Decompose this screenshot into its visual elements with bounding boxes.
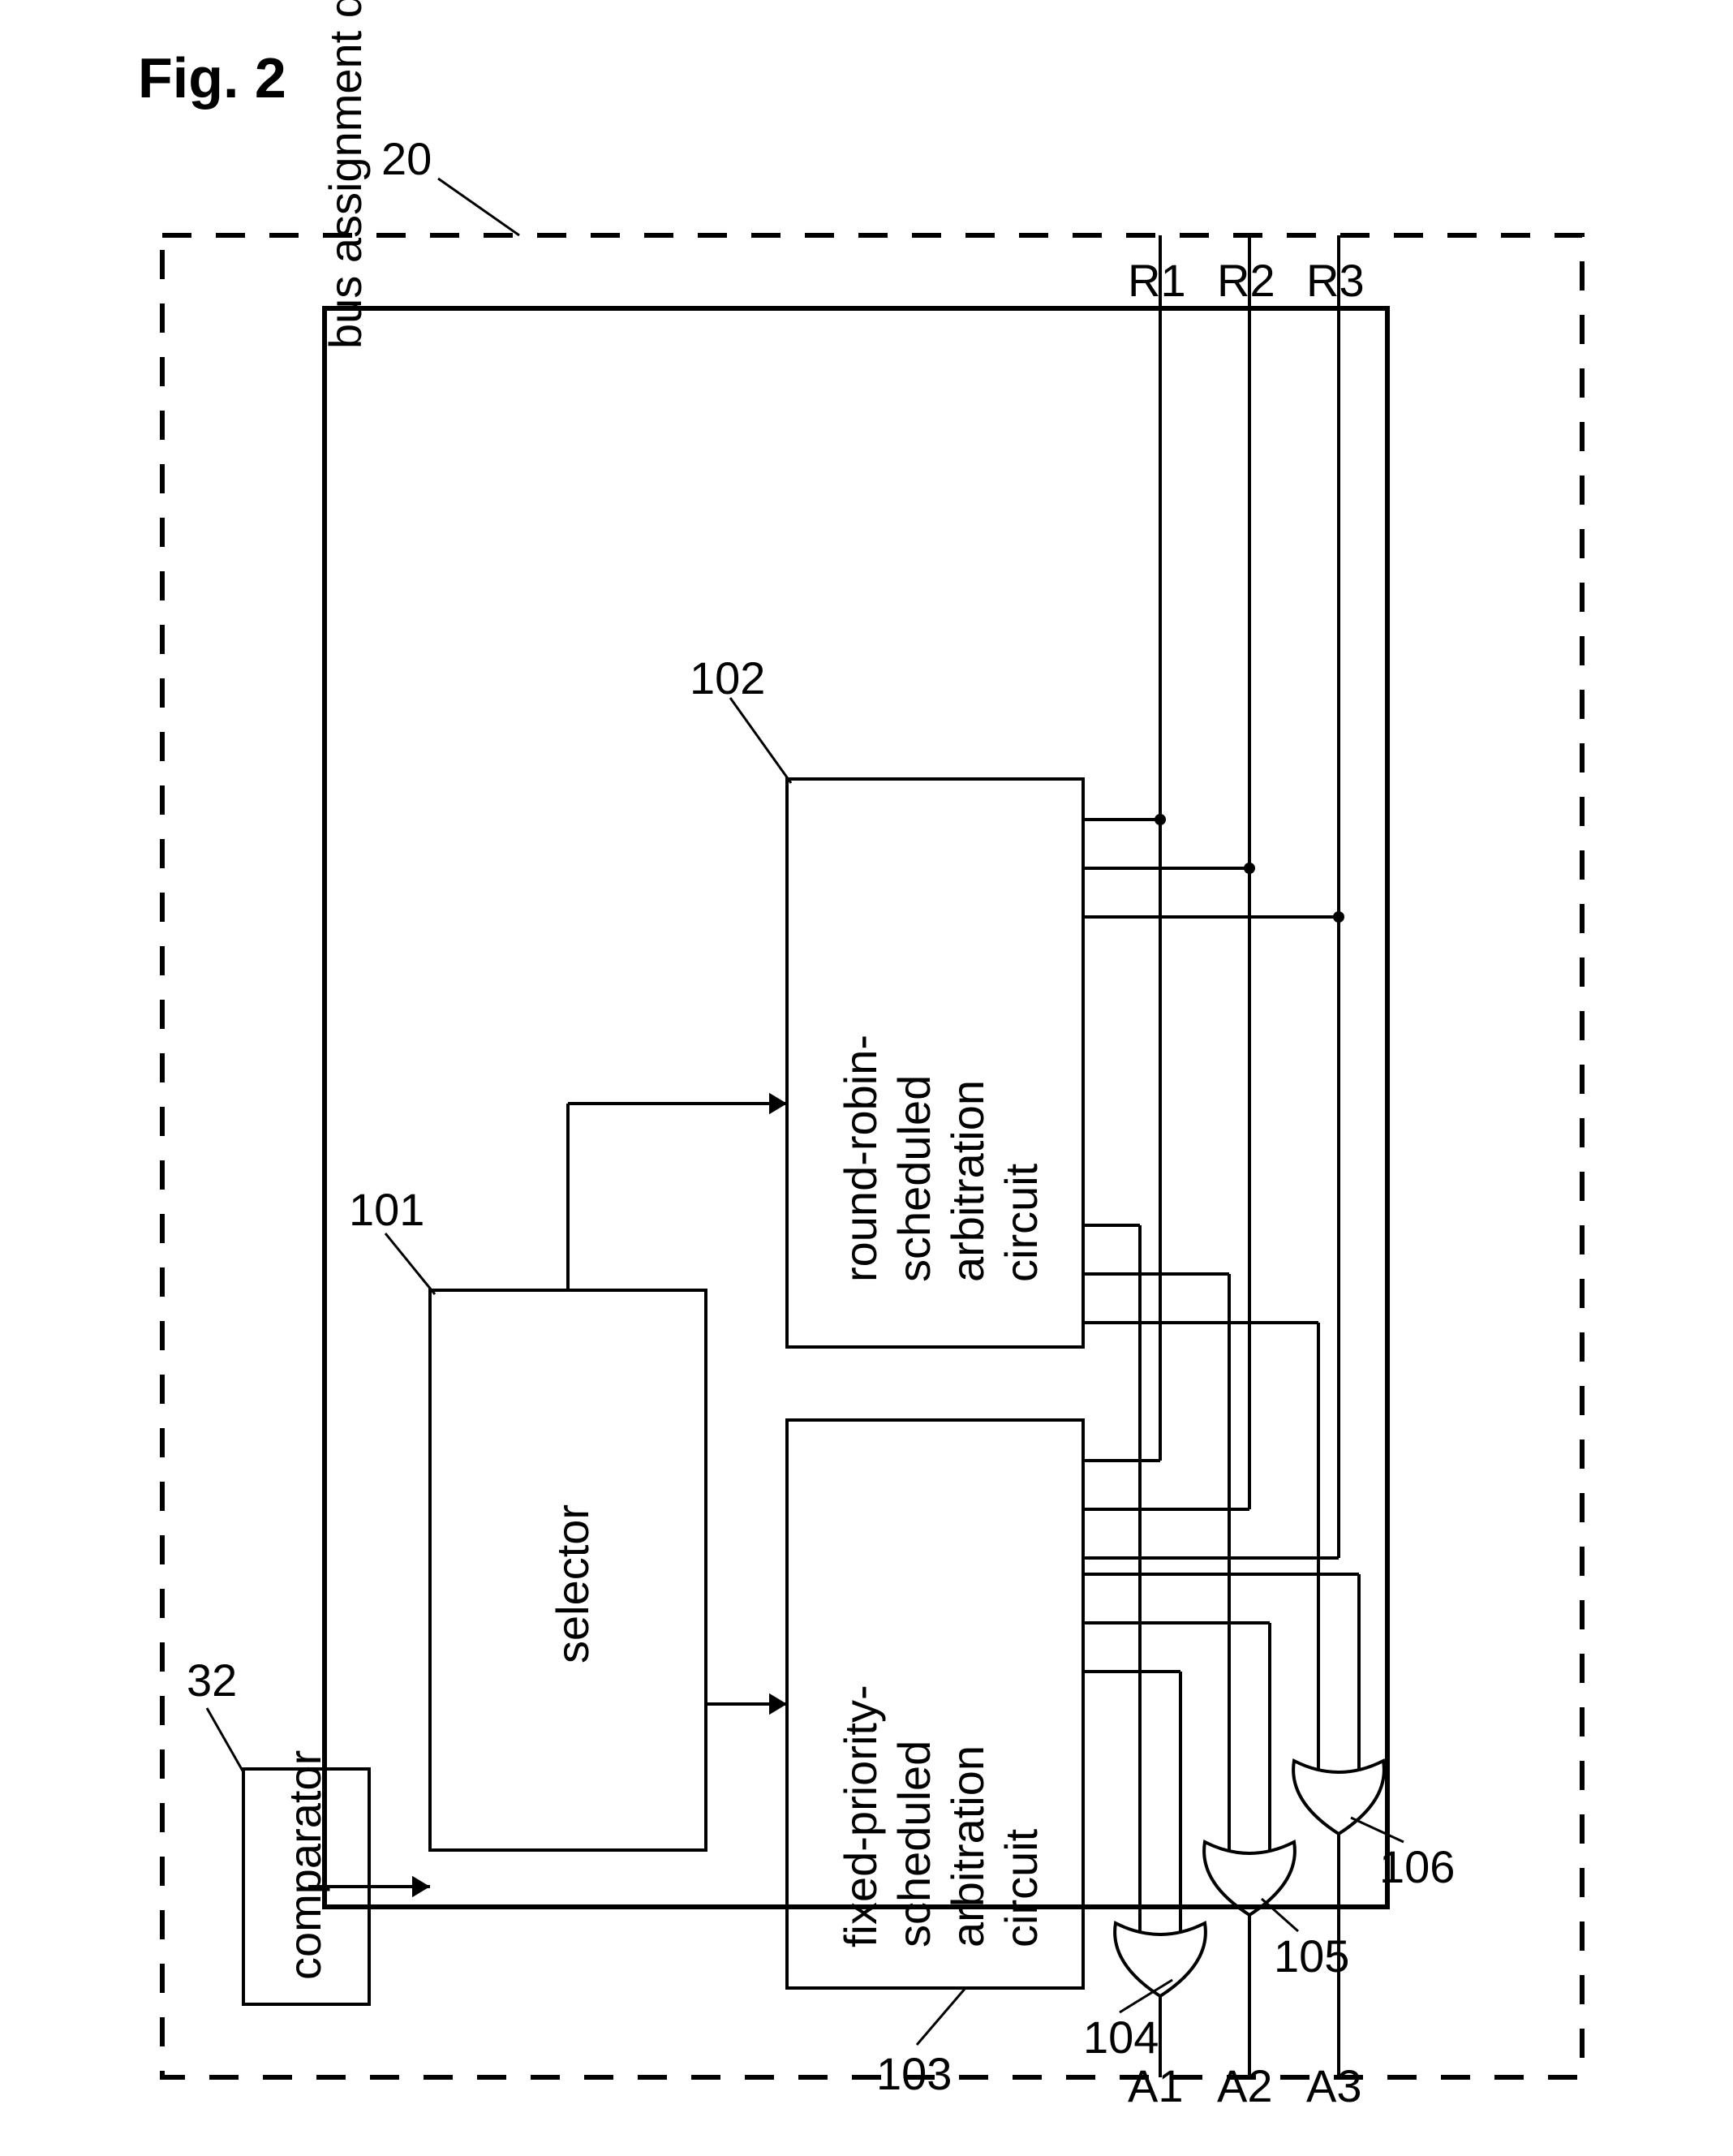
round-robin-label-line: scheduled bbox=[888, 1075, 940, 1282]
inner-label: bus assignment deciding unit bbox=[320, 0, 371, 349]
comparator-ref: 32 bbox=[187, 1655, 237, 1706]
fixed-priority-label-line: arbitration bbox=[942, 1745, 993, 1947]
round-robin-ref: 102 bbox=[690, 652, 765, 704]
or-gate-ref-2: 106 bbox=[1379, 1841, 1455, 1892]
input-R1: R1 bbox=[1128, 255, 1186, 306]
fixed-priority-ref: 103 bbox=[876, 2048, 952, 2099]
output-A1: A1 bbox=[1128, 2060, 1184, 2111]
selector-ref: 101 bbox=[349, 1184, 424, 1235]
round-robin-label-line: arbitration bbox=[942, 1080, 993, 1282]
figure-title: Fig. 2 bbox=[138, 46, 286, 110]
or-gate-ref-0: 104 bbox=[1083, 2012, 1159, 2063]
input-R2: R2 bbox=[1217, 255, 1275, 306]
round-robin-label-line: round-robin- bbox=[835, 1035, 886, 1282]
fixed-priority-label-line: circuit bbox=[996, 1828, 1047, 1947]
selector-label: selector bbox=[547, 1504, 598, 1663]
round-robin-label-line: circuit bbox=[996, 1163, 1047, 1282]
output-A3: A3 bbox=[1306, 2060, 1362, 2111]
input-R3: R3 bbox=[1306, 255, 1365, 306]
output-A2: A2 bbox=[1217, 2060, 1273, 2111]
fixed-priority-label-line: scheduled bbox=[888, 1741, 940, 1947]
outer-ref: 20 bbox=[381, 133, 432, 184]
